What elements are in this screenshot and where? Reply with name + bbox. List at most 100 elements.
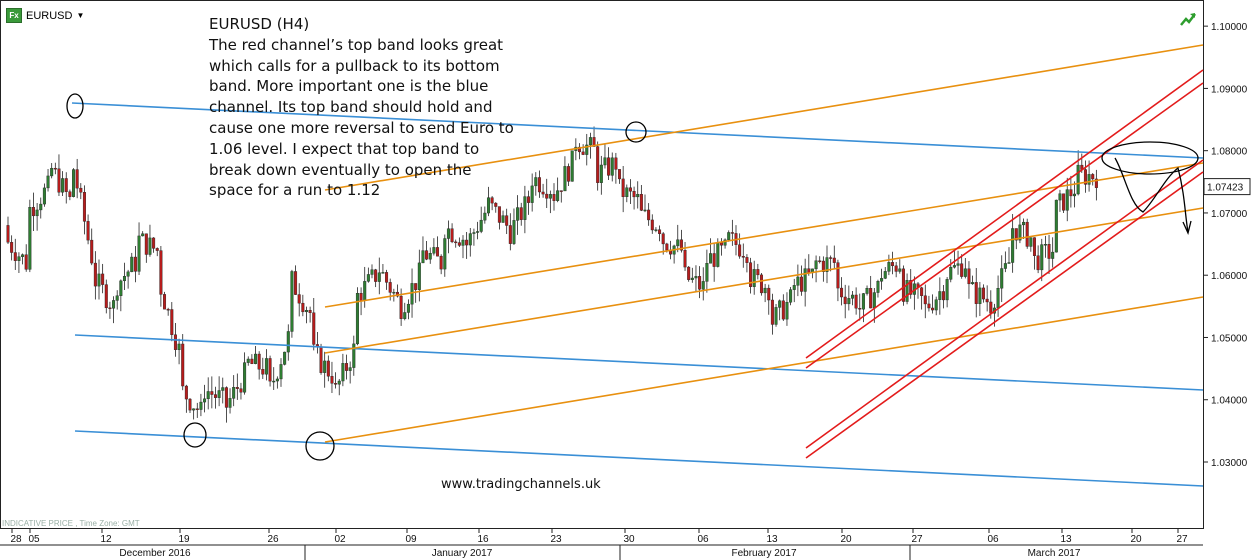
candle (763, 287, 767, 294)
candle (290, 271, 294, 332)
candle (101, 273, 105, 285)
candle (610, 157, 614, 176)
candle (381, 272, 385, 274)
red-channel-line (805, 82, 1204, 369)
candle (581, 151, 585, 155)
candle (417, 262, 421, 290)
candle (705, 263, 709, 282)
candle (330, 376, 334, 384)
candle (21, 254, 25, 257)
candle (814, 260, 818, 270)
candle (694, 276, 698, 279)
candle (789, 289, 793, 303)
candle (861, 293, 865, 310)
x-tick-label: 27 (1176, 534, 1188, 545)
candle (712, 253, 716, 267)
candle (13, 252, 17, 261)
x-tick-label: 09 (405, 534, 417, 545)
candle (588, 137, 592, 146)
candle (687, 266, 691, 280)
candle (1094, 178, 1098, 188)
candle (785, 302, 789, 320)
candle (759, 274, 763, 294)
candle (829, 257, 833, 259)
candle (112, 300, 116, 309)
status-text: INDICATIVE PRICE , Time Zone: GMT (2, 519, 140, 528)
candle (949, 266, 953, 280)
candle (232, 387, 236, 399)
x-tick-label: 06 (987, 534, 999, 545)
x-tick-label: 20 (840, 534, 852, 545)
candle (872, 292, 876, 309)
candle (90, 239, 94, 264)
candle (446, 228, 450, 239)
x-tick-label: 20 (1130, 534, 1142, 545)
y-tick-label: 1.05000 (1211, 333, 1248, 344)
candle (792, 285, 796, 290)
candle (286, 331, 290, 353)
current-price-tag (1203, 178, 1251, 196)
hand-drawn-circle (66, 93, 84, 119)
candle (6, 225, 10, 243)
candle (730, 232, 734, 234)
candle (618, 169, 622, 180)
candle (941, 291, 945, 301)
x-tick-label: 02 (334, 534, 346, 545)
candle (486, 197, 490, 214)
candle (243, 362, 247, 393)
candle (301, 302, 305, 313)
candle (403, 312, 407, 319)
x-tick-label: 28 (10, 534, 22, 545)
candle (406, 303, 410, 313)
forecast-path (1114, 157, 1189, 233)
candle (173, 334, 177, 350)
blue-channel-line (74, 334, 1204, 391)
candle (818, 260, 822, 262)
candle (497, 206, 501, 223)
candle (468, 233, 472, 246)
candle (275, 378, 279, 382)
candle (847, 298, 851, 305)
candle (614, 157, 618, 170)
candle (643, 209, 647, 212)
symbol-selector[interactable]: Fx EURUSD ▼ (6, 8, 84, 23)
candle (199, 401, 203, 410)
orange-trend-line (324, 162, 1204, 308)
candle (272, 380, 276, 383)
month-label: January 2017 (432, 548, 493, 559)
hand-drawn-circle (183, 422, 207, 448)
x-tick-label: 27 (911, 534, 923, 545)
orange-trend-line (324, 44, 1204, 191)
analysis-note: EURUSD (H4) The red channel’s top band l… (209, 14, 529, 201)
candle (920, 287, 924, 296)
x-tick-label: 13 (766, 534, 778, 545)
candle (1091, 174, 1095, 180)
candle (319, 346, 323, 373)
candle (414, 283, 418, 290)
candle (556, 190, 560, 201)
y-tick-label: 1.07000 (1211, 209, 1248, 220)
candle (268, 358, 272, 382)
candle (836, 262, 840, 289)
candle (46, 175, 50, 189)
candle (647, 209, 651, 221)
candle (366, 274, 370, 282)
month-label: March 2017 (1028, 548, 1081, 559)
candle (261, 369, 265, 375)
candle (61, 178, 65, 193)
candle (865, 288, 869, 294)
candle (599, 164, 603, 183)
candle (650, 219, 654, 231)
candle (312, 312, 316, 345)
trend-up-icon[interactable] (1180, 12, 1196, 26)
candle (552, 194, 556, 201)
candle (956, 263, 960, 266)
candle (632, 191, 636, 198)
candle (39, 203, 43, 211)
candle (654, 229, 658, 231)
candle (53, 167, 57, 170)
candle (188, 398, 192, 411)
candle (57, 168, 61, 193)
candle (304, 309, 308, 313)
